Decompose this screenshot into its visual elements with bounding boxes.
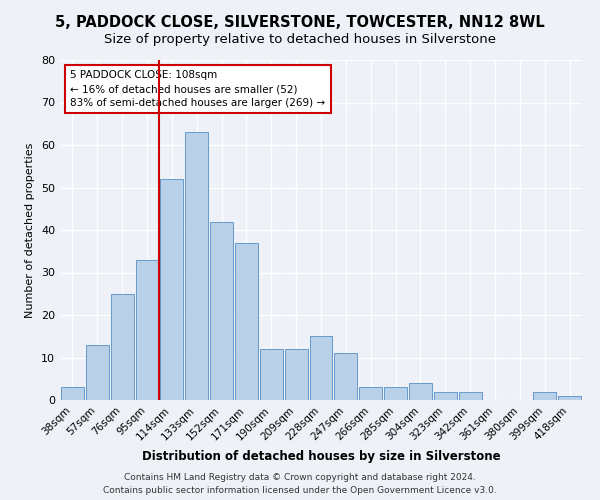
Bar: [359, 387, 382, 400]
Text: 5, PADDOCK CLOSE, SILVERSTONE, TOWCESTER, NN12 8WL: 5, PADDOCK CLOSE, SILVERSTONE, TOWCESTER…: [55, 15, 545, 30]
Bar: [111, 294, 134, 400]
Bar: [86, 345, 109, 400]
Bar: [185, 132, 208, 400]
Bar: [160, 179, 183, 400]
Text: 5 PADDOCK CLOSE: 108sqm
← 16% of detached houses are smaller (52)
83% of semi-de: 5 PADDOCK CLOSE: 108sqm ← 16% of detache…: [70, 70, 326, 108]
Bar: [459, 392, 482, 400]
Bar: [310, 336, 332, 400]
Bar: [384, 387, 407, 400]
Bar: [210, 222, 233, 400]
Bar: [285, 349, 308, 400]
Bar: [558, 396, 581, 400]
Bar: [409, 383, 432, 400]
Bar: [533, 392, 556, 400]
Text: Size of property relative to detached houses in Silverstone: Size of property relative to detached ho…: [104, 32, 496, 46]
Bar: [235, 243, 258, 400]
Y-axis label: Number of detached properties: Number of detached properties: [25, 142, 35, 318]
Bar: [334, 353, 357, 400]
Bar: [136, 260, 158, 400]
Bar: [260, 349, 283, 400]
Bar: [61, 387, 84, 400]
Text: Contains HM Land Registry data © Crown copyright and database right 2024.
Contai: Contains HM Land Registry data © Crown c…: [103, 474, 497, 495]
Bar: [434, 392, 457, 400]
X-axis label: Distribution of detached houses by size in Silverstone: Distribution of detached houses by size …: [142, 450, 500, 463]
